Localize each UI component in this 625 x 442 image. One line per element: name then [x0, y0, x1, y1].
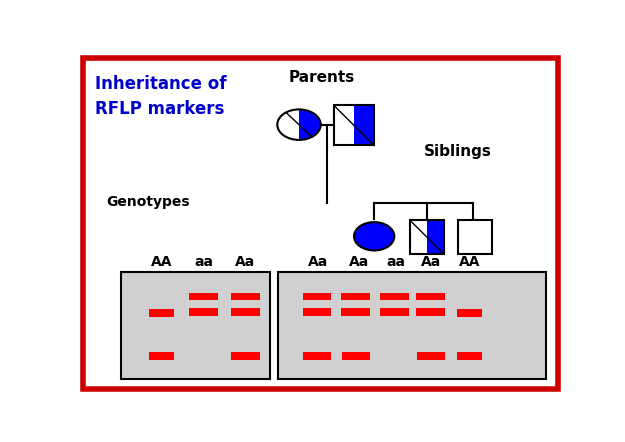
Bar	[410, 220, 427, 254]
Circle shape	[354, 222, 394, 251]
Bar	[149, 309, 174, 317]
Bar	[410, 220, 444, 254]
Bar	[231, 293, 260, 300]
Bar	[379, 293, 409, 300]
Text: Inheritance of
RFLP markers: Inheritance of RFLP markers	[95, 75, 227, 118]
Bar	[149, 352, 174, 359]
Bar	[121, 272, 269, 379]
Bar	[303, 352, 331, 359]
Wedge shape	[278, 110, 299, 140]
Text: AA: AA	[459, 255, 480, 270]
Bar	[457, 352, 482, 359]
Bar	[303, 308, 331, 316]
Bar	[417, 352, 445, 359]
Text: aa: aa	[386, 255, 406, 270]
Bar	[189, 308, 218, 316]
Text: Aa: Aa	[308, 255, 329, 270]
Bar	[342, 352, 369, 359]
Bar	[231, 352, 260, 359]
Text: Parents: Parents	[289, 70, 356, 85]
Bar	[278, 272, 546, 379]
Wedge shape	[299, 110, 321, 140]
Bar	[457, 309, 482, 317]
Bar	[458, 220, 492, 254]
Text: Aa: Aa	[421, 255, 441, 270]
Text: Aa: Aa	[236, 255, 256, 270]
Bar	[341, 293, 370, 300]
Bar	[416, 293, 446, 300]
Bar	[189, 293, 218, 300]
Bar	[354, 105, 374, 145]
Bar	[379, 308, 409, 316]
Bar	[334, 105, 354, 145]
Bar	[341, 308, 370, 316]
Bar	[303, 293, 331, 300]
Text: Aa: Aa	[349, 255, 369, 270]
Bar	[334, 105, 374, 145]
Bar	[427, 220, 444, 254]
Bar	[416, 308, 446, 316]
Bar	[231, 308, 260, 316]
Text: AA: AA	[151, 255, 173, 270]
Text: Genotypes: Genotypes	[106, 195, 190, 210]
Text: Siblings: Siblings	[424, 144, 492, 159]
Text: aa: aa	[194, 255, 213, 270]
